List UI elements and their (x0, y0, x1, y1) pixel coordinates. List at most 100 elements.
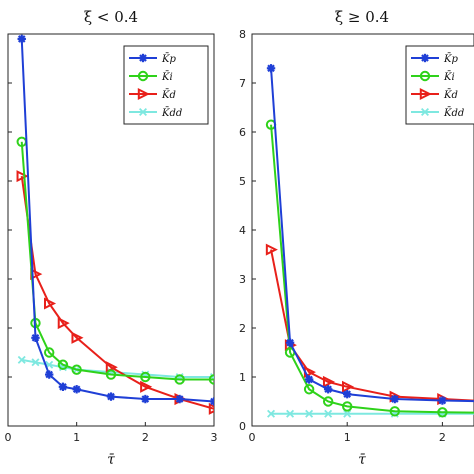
data-point-triangle-right (137, 87, 150, 101)
series-line (270, 249, 474, 402)
data-point-triangle-right (57, 317, 70, 330)
data-point-star (45, 370, 54, 379)
x-tick-label: 0 (249, 431, 256, 444)
y-tick-label: 7 (239, 77, 246, 90)
y-tick-label: 6 (239, 126, 246, 139)
legend-label: K̄dd (443, 107, 464, 119)
legend-label: K̄i (443, 71, 455, 83)
data-point-circle (322, 396, 334, 407)
legend-label: K̄dd (161, 107, 182, 119)
data-point-circle (174, 374, 185, 385)
data-point-cross (324, 409, 333, 418)
data-point-triangle-right (44, 297, 57, 310)
y-tick-label: 8 (239, 28, 246, 41)
data-point-triangle-right (208, 402, 214, 415)
data-point-triangle-right (140, 380, 153, 393)
legend-label: K̄p (443, 53, 458, 65)
data-point-circle (419, 70, 431, 82)
series-line (270, 68, 474, 403)
data-point-cross (286, 409, 295, 418)
data-point-cross (305, 409, 314, 418)
y-tick-label: 4 (239, 224, 246, 237)
series-group (16, 34, 214, 415)
x-axis-label: τ̄ (358, 452, 366, 468)
series-line (270, 124, 474, 414)
data-point-circle (437, 407, 448, 418)
legend-item: K̄dd (129, 107, 182, 119)
data-point-star (266, 64, 276, 73)
legend-item: K̄i (129, 70, 173, 83)
data-point-circle (105, 369, 117, 380)
chart-title: ξ < 0.4 (84, 8, 138, 26)
x-tick-label: 0 (5, 431, 12, 444)
data-point-star (209, 397, 214, 406)
y-tick-label: 0 (239, 420, 246, 433)
data-point-star (343, 389, 352, 399)
data-point-cross (31, 358, 40, 367)
data-point-cross (421, 108, 429, 116)
data-point-star (138, 53, 148, 63)
data-point-star (141, 394, 150, 404)
data-point-triangle-right (342, 380, 355, 393)
data-point-star (323, 385, 333, 394)
data-point-triangle-right (16, 170, 29, 183)
data-point-star (72, 385, 81, 394)
legend-label: K̄d (161, 89, 176, 101)
data-point-star (31, 333, 40, 342)
chart-right: ξ ≥ 0.4 0 1 2 0 1 2 3 4 5 6 7 8 τ̄ K̄p K̄i K̄d K̄dd (239, 8, 474, 468)
data-point-triangle-right (322, 375, 336, 388)
data-point-star (390, 394, 399, 404)
legend-label: K̄i (161, 71, 173, 83)
data-point-triangle-right (419, 87, 432, 101)
x-axis-label: τ̄ (107, 452, 115, 468)
legend-item: K̄i (411, 70, 455, 83)
x-tick-label: 3 (211, 431, 218, 444)
data-point-circle (342, 401, 353, 412)
data-point-cross (17, 355, 26, 364)
data-point-star (304, 375, 314, 384)
data-point-star (420, 53, 430, 63)
data-point-star (175, 394, 184, 404)
legend-item: K̄d (129, 87, 176, 101)
y-tick-label: 5 (239, 175, 246, 188)
legend-label: K̄p (161, 53, 176, 65)
x-tick-label: 2 (439, 431, 446, 444)
data-point-cross (267, 409, 276, 418)
legend-item: K̄p (411, 53, 458, 65)
data-point-circle (137, 70, 149, 82)
data-point-circle (44, 347, 55, 358)
data-point-circle (208, 374, 214, 385)
series-group (265, 64, 474, 418)
legend-label: K̄d (443, 89, 458, 101)
y-tick-label: 3 (239, 273, 246, 286)
data-point-circle (303, 384, 315, 395)
legend: K̄p K̄i K̄d K̄dd (123, 45, 209, 125)
data-point-circle (389, 406, 400, 417)
legend-item: K̄p (129, 53, 176, 65)
chart-left: ξ < 0.4 0 1 2 3 τ̄ K̄p K̄i K̄d K̄dd (5, 8, 218, 468)
x-tick-label: 2 (142, 431, 149, 444)
data-point-triangle-right (71, 331, 84, 344)
data-point-star (285, 338, 295, 347)
data-point-star (58, 382, 68, 391)
data-point-circle (57, 359, 69, 370)
x-tick-label: 1 (73, 431, 80, 444)
data-point-cross (343, 409, 352, 418)
series-line (20, 175, 214, 410)
data-point-triangle-right (265, 243, 278, 256)
data-point-star (106, 392, 116, 401)
data-point-cross (139, 108, 147, 116)
legend: K̄p K̄i K̄d K̄dd (405, 45, 474, 125)
series-line (20, 141, 214, 381)
legend-item: K̄d (411, 87, 458, 101)
data-point-circle (71, 364, 82, 375)
data-point-star (438, 396, 447, 405)
y-tick-label: 2 (239, 322, 246, 335)
x-tick-label: 1 (344, 431, 351, 444)
chart-title: ξ ≥ 0.4 (335, 8, 389, 26)
data-point-circle (140, 371, 151, 383)
legend-item: K̄dd (411, 107, 464, 119)
data-point-star (17, 34, 26, 44)
y-tick-label: 1 (239, 371, 246, 384)
